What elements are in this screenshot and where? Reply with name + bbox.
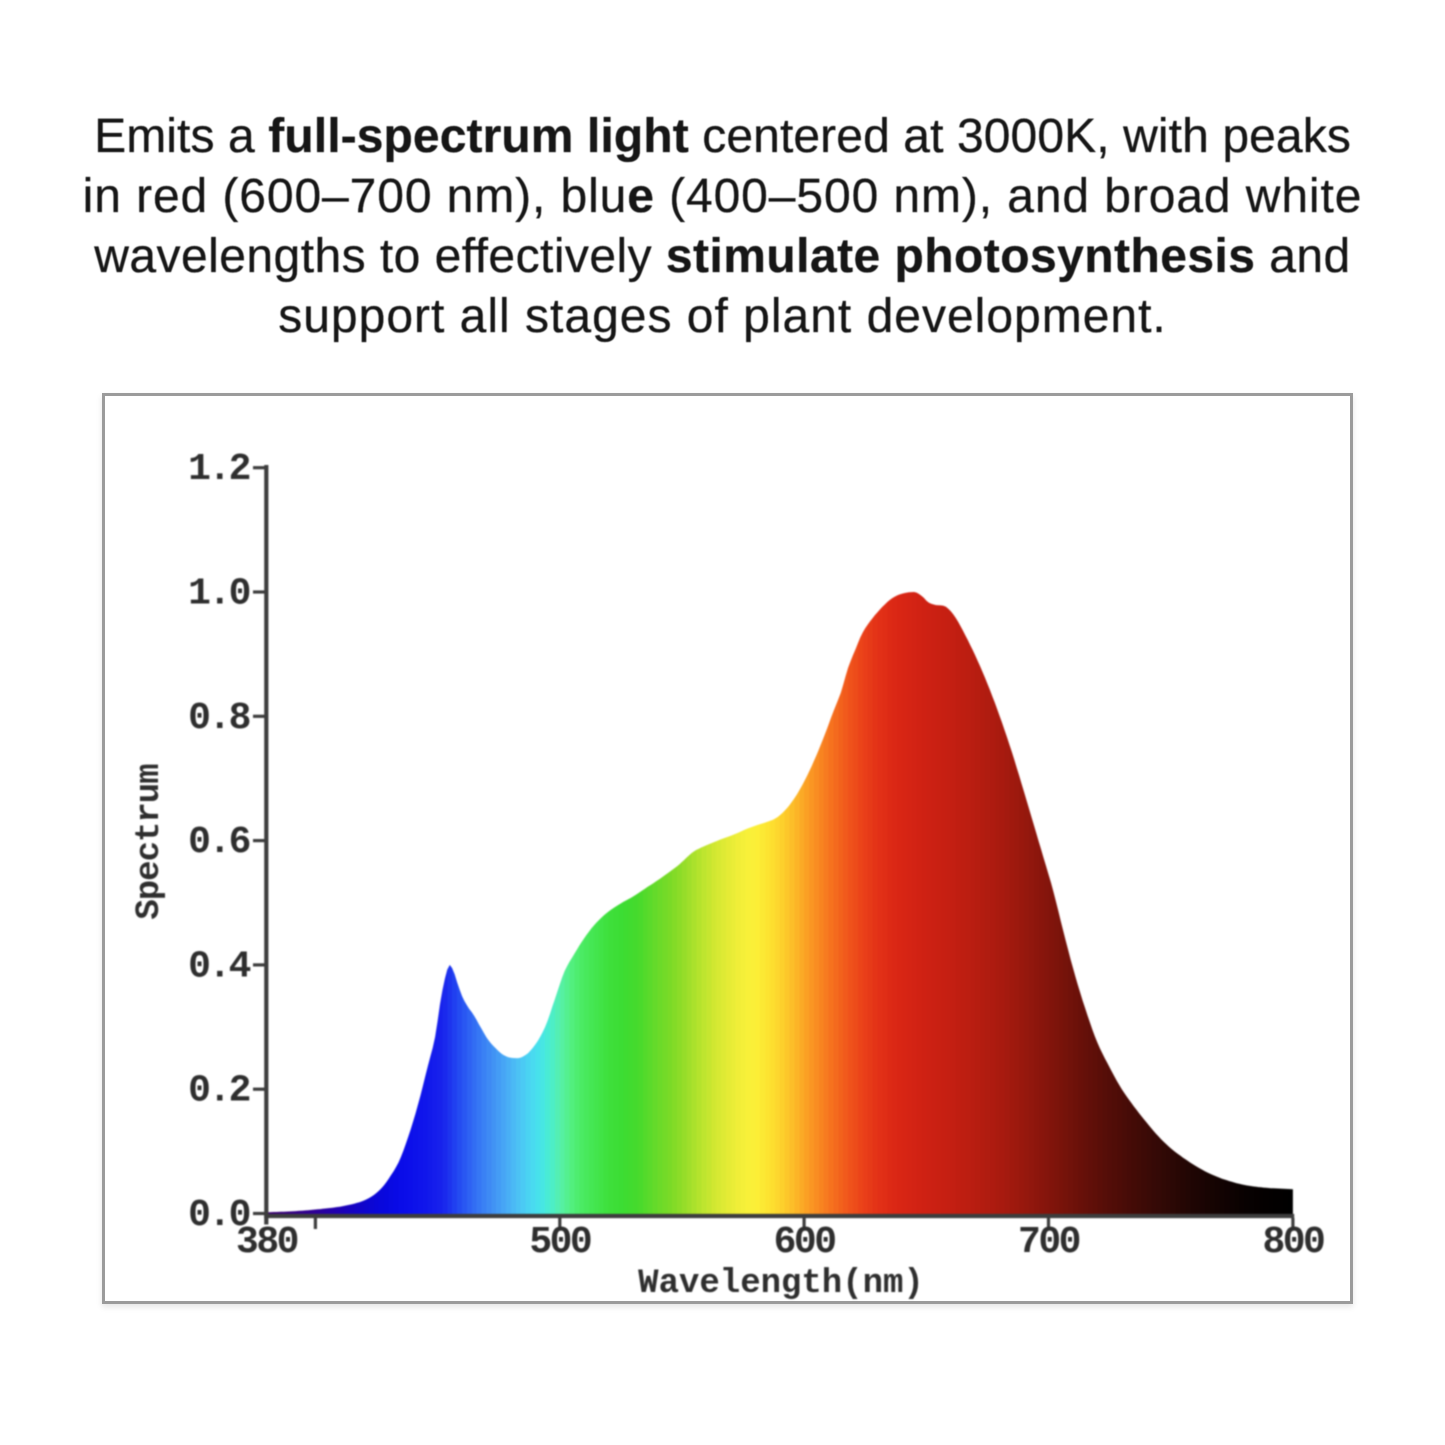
svg-text:0.8: 0.8: [188, 697, 250, 740]
svg-text:1.2: 1.2: [188, 448, 250, 491]
svg-text:0.4: 0.4: [188, 945, 251, 988]
svg-text:Spectrum: Spectrum: [131, 764, 169, 920]
svg-text:0.2: 0.2: [188, 1070, 250, 1113]
svg-text:600: 600: [774, 1221, 836, 1264]
svg-text:800: 800: [1262, 1221, 1324, 1264]
svg-text:380: 380: [236, 1221, 298, 1264]
svg-text:Wavelength(nm): Wavelength(nm): [638, 1265, 924, 1303]
svg-text:1.0: 1.0: [188, 573, 250, 616]
svg-text:700: 700: [1018, 1221, 1080, 1264]
svg-text:0.6: 0.6: [188, 821, 250, 864]
svg-text:500: 500: [529, 1221, 591, 1264]
svg-text:0.0: 0.0: [188, 1194, 250, 1237]
